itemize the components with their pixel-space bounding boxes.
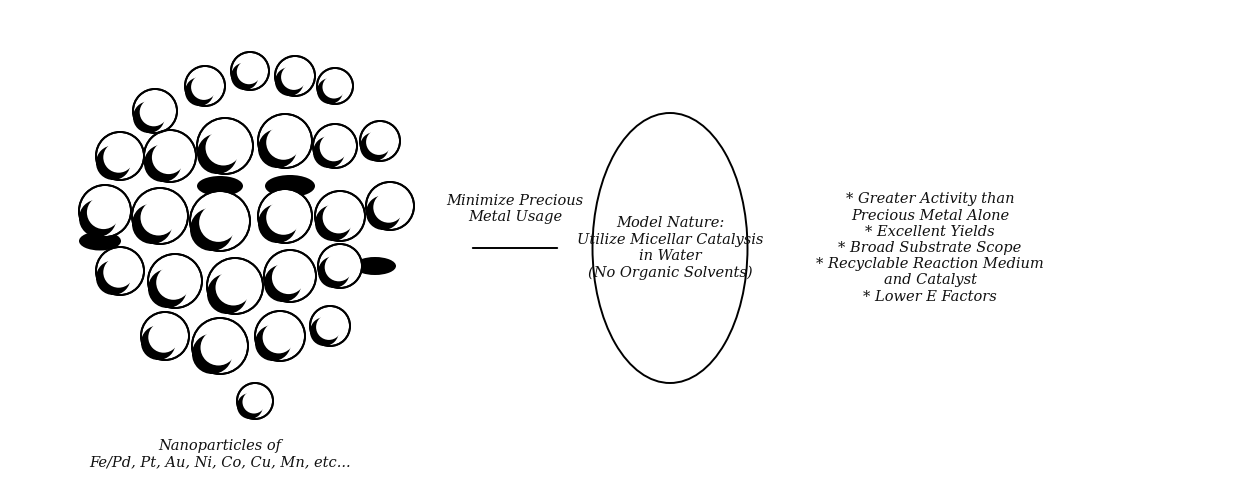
Circle shape (216, 270, 252, 306)
Circle shape (281, 64, 306, 90)
Circle shape (317, 68, 353, 104)
Circle shape (200, 203, 238, 242)
Ellipse shape (265, 175, 315, 197)
Circle shape (310, 306, 350, 346)
Text: Nanoparticles of
Fe/Pd, Pt, Au, Ni, Co, Cu, Mn, etc...: Nanoparticles of Fe/Pd, Pt, Au, Ni, Co, … (89, 439, 351, 469)
Circle shape (237, 60, 262, 84)
Circle shape (140, 200, 176, 236)
Circle shape (103, 257, 134, 288)
Circle shape (192, 334, 232, 374)
Circle shape (144, 144, 181, 182)
Text: Minimize Precious
Metal Usage: Minimize Precious Metal Usage (446, 194, 584, 224)
Circle shape (185, 66, 224, 106)
Circle shape (275, 67, 304, 96)
Ellipse shape (593, 113, 748, 383)
Circle shape (366, 182, 414, 230)
Circle shape (141, 312, 188, 360)
Circle shape (79, 199, 117, 237)
Circle shape (144, 130, 196, 182)
Circle shape (87, 196, 120, 229)
Circle shape (131, 188, 188, 244)
Circle shape (360, 121, 401, 161)
Circle shape (133, 101, 165, 133)
Circle shape (148, 269, 187, 308)
Circle shape (312, 124, 357, 168)
Circle shape (190, 208, 233, 251)
Circle shape (366, 129, 392, 155)
Circle shape (243, 390, 265, 414)
Circle shape (264, 250, 316, 302)
Text: * Greater Activity than
Precious Metal Alone
* Excellent Yields
* Broad Substrat: * Greater Activity than Precious Metal A… (816, 192, 1044, 304)
Circle shape (197, 134, 237, 174)
Circle shape (267, 200, 301, 235)
Circle shape (79, 185, 131, 237)
Circle shape (325, 253, 353, 281)
Circle shape (201, 330, 237, 366)
Circle shape (148, 254, 202, 308)
Circle shape (258, 114, 312, 168)
Circle shape (95, 247, 144, 295)
Circle shape (192, 318, 248, 374)
Circle shape (156, 265, 191, 300)
Text: Model Nature:
Utilize Micellar Catalysis
in Water
(No Organic Solvents): Model Nature: Utilize Micellar Catalysis… (577, 216, 763, 280)
Circle shape (95, 260, 130, 295)
Circle shape (153, 141, 185, 174)
Circle shape (190, 191, 250, 251)
Circle shape (140, 98, 167, 126)
Circle shape (322, 201, 355, 234)
Circle shape (133, 89, 177, 133)
Circle shape (255, 325, 291, 361)
Circle shape (317, 78, 343, 104)
Circle shape (255, 311, 305, 361)
Circle shape (258, 204, 296, 243)
Circle shape (207, 258, 263, 314)
Circle shape (191, 74, 217, 100)
Circle shape (231, 52, 269, 90)
Circle shape (258, 129, 296, 168)
Circle shape (131, 204, 172, 244)
Circle shape (310, 317, 339, 346)
Circle shape (267, 125, 301, 160)
Circle shape (315, 205, 351, 241)
Circle shape (197, 118, 253, 174)
Circle shape (317, 256, 350, 288)
Circle shape (207, 274, 247, 314)
Circle shape (95, 145, 130, 180)
Circle shape (317, 244, 362, 288)
Circle shape (366, 195, 401, 230)
Circle shape (373, 192, 404, 223)
Ellipse shape (197, 176, 243, 196)
Circle shape (141, 325, 176, 360)
Circle shape (185, 77, 213, 106)
Circle shape (231, 62, 258, 90)
Circle shape (315, 191, 365, 241)
Circle shape (206, 129, 242, 166)
Circle shape (237, 393, 263, 419)
Circle shape (312, 136, 345, 168)
Ellipse shape (353, 257, 396, 275)
Circle shape (275, 56, 315, 96)
Circle shape (320, 133, 348, 161)
Circle shape (103, 142, 134, 173)
Circle shape (360, 132, 389, 161)
Circle shape (149, 322, 179, 353)
Circle shape (263, 321, 295, 353)
Circle shape (272, 261, 305, 294)
Ellipse shape (79, 232, 122, 250)
Circle shape (316, 314, 342, 340)
Circle shape (237, 383, 273, 419)
Circle shape (264, 264, 301, 302)
Circle shape (95, 132, 144, 180)
Circle shape (322, 75, 346, 99)
Circle shape (258, 189, 312, 243)
